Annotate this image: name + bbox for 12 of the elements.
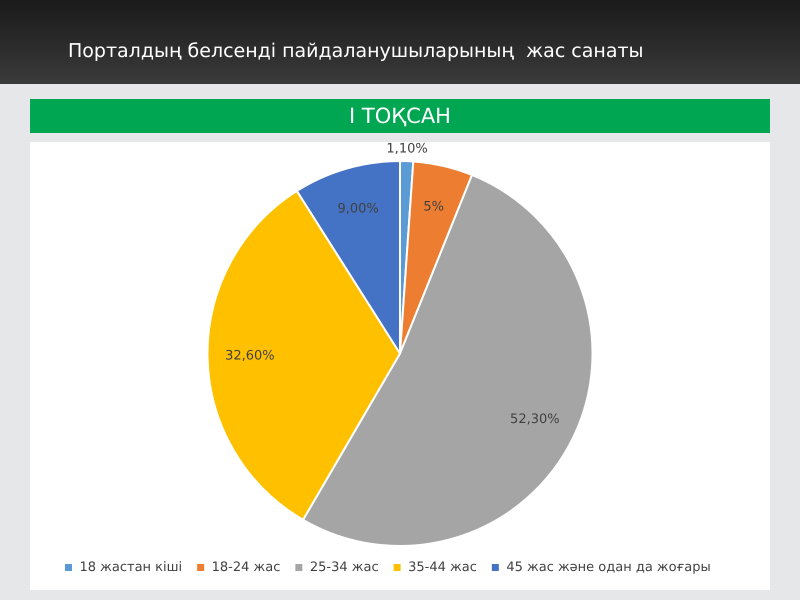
legend-label: 35-44 жас	[408, 560, 477, 575]
data-label: 9,00%	[337, 202, 379, 217]
legend-label: 45 жас және одан да жоғары	[506, 560, 711, 575]
legend-label: 25-34 жас	[310, 560, 379, 575]
data-label: 52,30%	[510, 412, 560, 427]
legend-label: 18 жастан кіші	[80, 560, 182, 575]
data-label: 1,10%	[386, 141, 428, 156]
legend-label: 18-24 жас	[212, 560, 280, 575]
chart-subtitle: I ТОҚСАН	[30, 99, 770, 133]
data-label: 5%	[423, 200, 444, 215]
data-label: 32,60%	[225, 348, 275, 364]
chart-title: Порталдың белсенді пайдаланушыларының жас санаты	[68, 40, 644, 62]
